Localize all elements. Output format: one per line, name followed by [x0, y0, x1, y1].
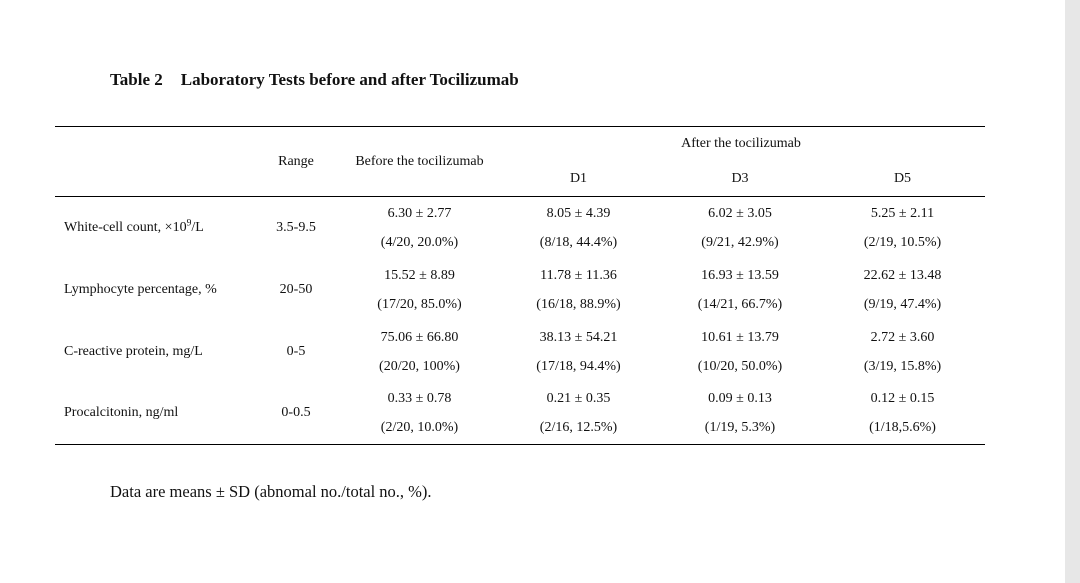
- row-label-superscript: 9: [186, 218, 192, 229]
- d3-cell: 10.61 ± 13.79 (10/20, 50.0%): [660, 321, 820, 383]
- mean-sd-value: 8.05 ± 4.39: [546, 205, 611, 221]
- row-label-text: White-cell count, ×10: [64, 219, 187, 235]
- mean-sd-value: 11.78 ± 11.36: [540, 267, 617, 283]
- abnormal-ratio-value: (1/19, 5.3%): [704, 420, 776, 436]
- col-header-before: Before the tocilizumab: [342, 126, 497, 197]
- mean-sd-value: 75.06 ± 66.80: [380, 329, 459, 345]
- row-label-unit: /L: [191, 219, 204, 235]
- d5-cell: 0.12 ± 0.15 (1/18,5.6%): [820, 383, 985, 445]
- row-label-text: C-reactive protein, mg/L: [64, 343, 203, 359]
- scrollbar-track[interactable]: [1065, 0, 1080, 583]
- d1-cell: 8.05 ± 4.39 (8/18, 44.4%): [497, 197, 660, 259]
- abnormal-ratio-value: (9/21, 42.9%): [701, 234, 779, 250]
- table-row-lymphocyte-percentage: Lymphocyte percentage, % 20-50 15.52 ± 8…: [55, 259, 985, 321]
- d3-cell: 6.02 ± 3.05 (9/21, 42.9%): [660, 197, 820, 259]
- mean-sd-value: 6.02 ± 3.05: [708, 205, 772, 221]
- mean-sd-value: 15.52 ± 8.89: [384, 267, 455, 283]
- header-row-top: Range Before the tocilizumab After the t…: [55, 126, 985, 197]
- mean-sd-value: 2.72 ± 3.60: [870, 329, 935, 345]
- range-cell: 20-50: [279, 281, 313, 297]
- mean-sd-value: 0.09 ± 0.13: [708, 391, 772, 407]
- before-cell: 15.52 ± 8.89 (17/20, 85.0%): [342, 259, 497, 321]
- row-label: Procalcitonin, ng/ml: [55, 383, 250, 445]
- abnormal-ratio-value: (9/19, 47.4%): [863, 296, 942, 312]
- d1-cell: 38.13 ± 54.21 (17/18, 94.4%): [497, 321, 660, 383]
- before-cell: 75.06 ± 66.80 (20/20, 100%): [342, 321, 497, 383]
- abnormal-ratio-value: (2/16, 12.5%): [539, 420, 618, 436]
- abnormal-ratio-value: (14/21, 66.7%): [697, 296, 783, 312]
- row-label-text: Procalcitonin, ng/ml: [64, 405, 179, 421]
- d5-cell: 2.72 ± 3.60 (3/19, 15.8%): [820, 321, 985, 383]
- table-title-text: Laboratory Tests before and after Tocili…: [180, 70, 519, 89]
- abnormal-ratio-value: (17/18, 94.4%): [536, 358, 621, 374]
- before-cell: 0.33 ± 0.78 (2/20, 10.0%): [342, 383, 497, 445]
- mean-sd-value: 38.13 ± 54.21: [539, 329, 618, 345]
- row-label: Lymphocyte percentage, %: [55, 259, 250, 321]
- table-row-procalcitonin: Procalcitonin, ng/ml 0-0.5 0.33 ± 0.78 (…: [55, 383, 985, 445]
- table-row-white-cell-count: White-cell count, ×109/L 3.5-9.5 6.30 ± …: [55, 197, 985, 259]
- table-footnote: Data are means ± SD (abnomal no./total n…: [110, 482, 432, 501]
- table-row-c-reactive-protein: C-reactive protein, mg/L 0-5 75.06 ± 66.…: [55, 321, 985, 383]
- lab-tests-table: Range Before the tocilizumab After the t…: [55, 126, 986, 445]
- abnormal-ratio-value: (20/20, 100%): [379, 358, 460, 374]
- table-number-label: Table 2: [110, 70, 163, 89]
- abnormal-ratio-value: (4/20, 20.0%): [380, 234, 459, 250]
- abnormal-ratio-value: (1/18,5.6%): [869, 420, 936, 436]
- mean-sd-value: 10.61 ± 13.79: [701, 329, 779, 345]
- table-header: Range Before the tocilizumab After the t…: [55, 126, 986, 197]
- abnormal-ratio-value: (17/20, 85.0%): [377, 296, 462, 312]
- abnormal-ratio-value: (16/18, 88.9%): [536, 296, 621, 312]
- col-header-d1: D1: [497, 161, 660, 197]
- mean-sd-value: 0.21 ± 0.35: [546, 391, 611, 407]
- table-body: White-cell count, ×109/L 3.5-9.5 6.30 ± …: [55, 197, 985, 445]
- mean-sd-value: 16.93 ± 13.59: [701, 267, 779, 283]
- abnormal-ratio-value: (2/19, 10.5%): [863, 234, 942, 250]
- abnormal-ratio-value: (3/19, 15.8%): [863, 358, 942, 374]
- mean-sd-value: 22.62 ± 13.48: [863, 267, 942, 283]
- abnormal-ratio-value: (2/20, 10.0%): [380, 420, 459, 436]
- col-header-range: Range: [250, 126, 342, 197]
- d5-cell: 5.25 ± 2.11 (2/19, 10.5%): [820, 197, 985, 259]
- d3-cell: 16.93 ± 13.59 (14/21, 66.7%): [660, 259, 820, 321]
- range-cell: 0-5: [286, 343, 306, 359]
- range-cell: 3.5-9.5: [276, 219, 316, 235]
- row-label: C-reactive protein, mg/L: [55, 321, 250, 383]
- d1-cell: 0.21 ± 0.35 (2/16, 12.5%): [497, 383, 660, 445]
- abnormal-ratio-value: (8/18, 44.4%): [539, 234, 618, 250]
- col-header-parameter: [55, 126, 250, 197]
- col-header-after-group: After the tocilizumab: [681, 136, 801, 152]
- mean-sd-value: 0.12 ± 0.15: [870, 391, 935, 407]
- table-title: Table 2 Laboratory Tests before and after…: [110, 70, 519, 90]
- mean-sd-value: 0.33 ± 0.78: [387, 391, 452, 407]
- mean-sd-value: 5.25 ± 2.11: [870, 205, 935, 221]
- abnormal-ratio-value: (10/20, 50.0%): [697, 358, 783, 374]
- col-header-d3: D3: [660, 161, 820, 197]
- range-cell: 0-0.5: [281, 405, 311, 421]
- col-header-d5: D5: [820, 161, 986, 197]
- d3-cell: 0.09 ± 0.13 (1/19, 5.3%): [660, 383, 820, 445]
- row-label: White-cell count, ×109/L: [55, 197, 250, 259]
- row-label-text: Lymphocyte percentage, %: [64, 281, 217, 297]
- d5-cell: 22.62 ± 13.48 (9/19, 47.4%): [820, 259, 985, 321]
- mean-sd-value: 6.30 ± 2.77: [387, 205, 452, 221]
- d1-cell: 11.78 ± 11.36 (16/18, 88.9%): [497, 259, 660, 321]
- header-row-days: D1 D3 D5: [55, 161, 986, 197]
- before-cell: 6.30 ± 2.77 (4/20, 20.0%): [342, 197, 497, 259]
